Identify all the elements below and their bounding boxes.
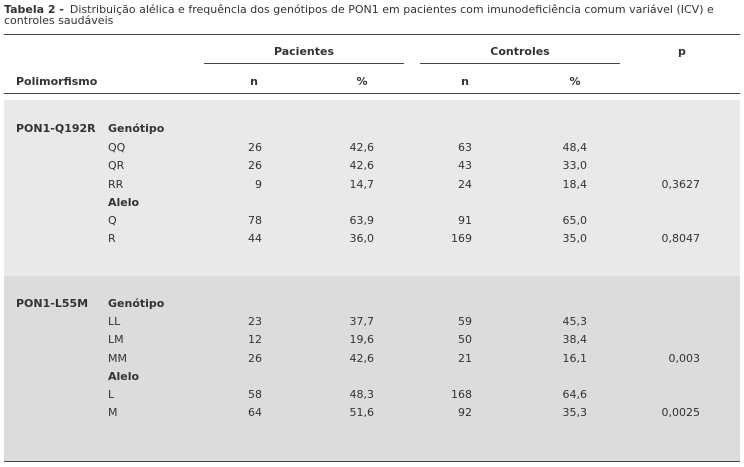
row-label: LM	[108, 333, 124, 346]
header-rule	[4, 93, 740, 94]
value-n-controles: 168	[451, 388, 472, 401]
row-label: R	[108, 232, 116, 245]
value-n-pacientes: 26	[248, 141, 262, 154]
section-name: PON1-Q192R	[16, 122, 96, 135]
caption-label: Tabela 2 -	[4, 3, 64, 16]
genotipo-label: Genótipo	[108, 122, 165, 135]
value-n-pacientes: 44	[248, 232, 262, 245]
value-n-pacientes: 64	[248, 406, 262, 419]
value-n-controles: 63	[458, 141, 472, 154]
value-n-pacientes: 26	[248, 159, 262, 172]
table-caption: Tabela 2 - Distribuição alélica e frequên…	[4, 4, 740, 26]
value-pct-pacientes: 19,6	[349, 333, 375, 346]
value-p: 0,8047	[661, 232, 701, 245]
row-label: Q	[108, 214, 117, 227]
value-pct-controles: 18,4	[562, 178, 588, 191]
genotipo-label: Genótipo	[108, 297, 165, 310]
header-controles: Controles	[490, 45, 550, 58]
value-p: 0,0025	[661, 406, 701, 419]
controles-group-rule	[420, 63, 620, 64]
value-pct-controles: 64,6	[562, 388, 588, 401]
header-polimorfismo: Polimorfismo	[16, 75, 98, 88]
header-n-controles: n	[461, 75, 469, 88]
header-p: p	[678, 45, 686, 58]
alelo-label: Alelo	[108, 196, 140, 209]
value-n-pacientes: 78	[248, 214, 262, 227]
row-label: QR	[108, 159, 125, 172]
value-n-controles: 59	[458, 315, 472, 328]
value-pct-pacientes: 37,7	[349, 315, 375, 328]
value-n-controles: 169	[451, 232, 472, 245]
value-n-controles: 43	[458, 159, 472, 172]
value-pct-pacientes: 36,0	[349, 232, 375, 245]
value-n-controles: 21	[458, 352, 472, 365]
row-label: L	[108, 388, 115, 401]
value-p: 0,003	[668, 352, 701, 365]
value-p: 0,3627	[661, 178, 701, 191]
row-label: LL	[108, 315, 121, 328]
row-label: M	[108, 406, 118, 419]
header-n-pacientes: n	[250, 75, 258, 88]
value-pct-pacientes: 14,7	[349, 178, 375, 191]
value-pct-pacientes: 42,6	[349, 141, 375, 154]
header-pacientes: Pacientes	[273, 45, 335, 58]
value-n-controles: 92	[458, 406, 472, 419]
value-n-pacientes: 58	[248, 388, 262, 401]
value-pct-pacientes: 48,3	[349, 388, 375, 401]
value-n-controles: 91	[458, 214, 472, 227]
value-pct-pacientes: 63,9	[349, 214, 375, 227]
row-label: QQ	[108, 141, 126, 154]
section-band	[4, 100, 740, 276]
value-pct-pacientes: 51,6	[349, 406, 375, 419]
value-pct-controles: 35,0	[562, 232, 588, 245]
row-label: MM	[108, 352, 127, 365]
bottom-rule	[4, 461, 740, 462]
value-pct-controles: 45,3	[562, 315, 588, 328]
alelo-label: Alelo	[108, 370, 140, 383]
value-pct-controles: 65,0	[562, 214, 588, 227]
value-pct-controles: 35,3	[562, 406, 588, 419]
value-pct-controles: 16,1	[562, 352, 588, 365]
value-n-pacientes: 26	[248, 352, 262, 365]
section-band	[4, 276, 740, 461]
value-n-controles: 24	[458, 178, 472, 191]
caption-text: Distribuição alélica e frequência dos ge…	[4, 3, 714, 27]
value-pct-pacientes: 42,6	[349, 159, 375, 172]
value-pct-controles: 33,0	[562, 159, 588, 172]
header-pct-controles: %	[569, 75, 581, 88]
pacientes-group-rule	[204, 63, 404, 64]
top-rule	[4, 34, 740, 35]
value-n-pacientes: 23	[248, 315, 262, 328]
header-pct-pacientes: %	[356, 75, 368, 88]
value-pct-controles: 48,4	[562, 141, 588, 154]
value-pct-pacientes: 42,6	[349, 352, 375, 365]
value-n-pacientes: 9	[255, 178, 262, 191]
row-label: RR	[108, 178, 124, 191]
value-pct-controles: 38,4	[562, 333, 588, 346]
value-n-pacientes: 12	[248, 333, 262, 346]
section-name: PON1-L55M	[16, 297, 89, 310]
value-n-controles: 50	[458, 333, 472, 346]
